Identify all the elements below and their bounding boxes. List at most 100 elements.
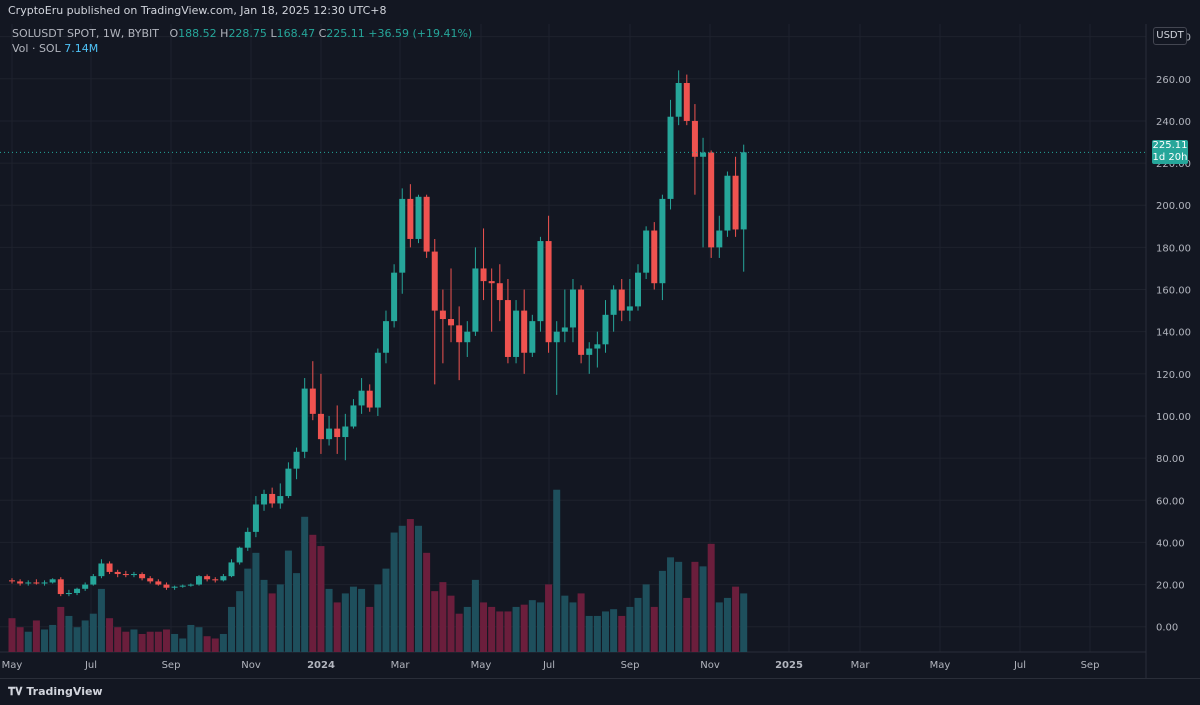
volume-bar	[49, 624, 57, 652]
volume-bar	[569, 602, 577, 652]
candle-body	[98, 563, 105, 577]
volume-bar	[650, 606, 658, 652]
volume-bar	[707, 543, 715, 652]
candle-body	[114, 571, 121, 575]
volume-bar	[390, 532, 398, 652]
chart-grid	[0, 24, 1147, 678]
candle-body	[285, 468, 292, 497]
candle-body	[74, 588, 81, 593]
volume-bar	[276, 584, 284, 652]
candle-body	[708, 152, 715, 248]
volume-bar	[715, 602, 723, 652]
volume-bar	[577, 593, 585, 652]
volume-bar	[740, 593, 748, 652]
volume-bar	[146, 631, 154, 652]
last-price-value: 225.11	[1152, 140, 1188, 152]
low-value: 168.47	[276, 27, 316, 40]
volume-bar	[24, 631, 32, 652]
candle-body	[317, 413, 324, 440]
tradingview-brand[interactable]: 𝐓𝐕 TradingView	[8, 685, 103, 699]
candle-body	[106, 563, 113, 572]
volume-bar	[252, 552, 260, 652]
volume-bar	[374, 584, 382, 652]
publish-info: CryptoEru published on TradingView.com, …	[8, 4, 387, 17]
candle-body	[635, 272, 642, 307]
candle-body	[659, 198, 666, 284]
candle-body	[309, 388, 316, 414]
price-tick-label: 120.00	[1156, 370, 1191, 381]
candle-body	[204, 576, 211, 580]
candle-body	[740, 152, 747, 230]
open-value: 188.52	[178, 27, 217, 40]
volume-bar	[195, 627, 203, 652]
volume-bar	[293, 573, 301, 652]
price-tick-label: 220.00	[1156, 159, 1191, 170]
candle-body	[374, 352, 381, 408]
volume-label[interactable]: Vol · SOL	[12, 42, 61, 55]
time-tick-label: Jul	[84, 660, 97, 671]
candle-body	[130, 574, 137, 576]
price-tick-label: 200.00	[1156, 201, 1191, 212]
volume-bar	[260, 579, 268, 652]
symbol-label[interactable]: SOLUSDT SPOT, 1W, BYBIT	[12, 27, 159, 40]
volume-bar	[154, 631, 162, 652]
candle-body	[65, 592, 72, 595]
volume-bar	[89, 613, 97, 652]
volume-bar	[366, 606, 374, 652]
volume-bar	[114, 627, 122, 652]
price-axis: 280.00260.00240.00220.00200.00180.00160.…	[1156, 33, 1191, 634]
candle-body	[423, 196, 430, 252]
candle-body	[537, 241, 544, 322]
volume-bar	[284, 550, 292, 652]
price-tick-label: 40.00	[1156, 538, 1185, 549]
volume-bar	[610, 609, 618, 652]
volume-bar	[268, 593, 276, 652]
volume-bar	[16, 627, 24, 652]
volume-bar	[349, 586, 357, 652]
candles	[9, 70, 747, 597]
currency-button[interactable]: USDT	[1153, 27, 1187, 45]
candle-body	[301, 388, 308, 452]
volume-bar	[236, 591, 244, 652]
volume-bar	[97, 588, 105, 652]
volume-bar	[439, 582, 447, 652]
last-price-tag: 225.11 1d 20h	[1152, 140, 1188, 165]
volume-bar	[699, 566, 707, 652]
candle-body	[244, 531, 251, 548]
candle-body	[9, 580, 15, 582]
candle-body	[431, 251, 438, 311]
candle-body	[561, 327, 568, 332]
volume-bar	[536, 602, 544, 652]
price-tick-label: 0.00	[1156, 623, 1178, 634]
volume-bar	[73, 627, 81, 652]
ohlc-row: SOLUSDT SPOT, 1W, BYBIT O188.52 H228.75 …	[12, 26, 472, 41]
candle-body	[415, 196, 422, 239]
candle-body	[382, 321, 389, 353]
volume-legend-row: Vol · SOL 7.14M	[12, 41, 472, 56]
volume-bar	[463, 606, 471, 652]
candle-body	[407, 198, 414, 239]
footer-bar: 𝐓𝐕 TradingView	[0, 678, 1200, 705]
volume-bar	[593, 615, 601, 652]
candle-body	[350, 405, 357, 427]
price-tick-label: 260.00	[1156, 75, 1191, 86]
volume-bar	[585, 615, 593, 652]
candle-body	[643, 230, 650, 273]
candle-body	[342, 426, 349, 438]
time-tick-label: May	[930, 660, 951, 671]
candle-body	[252, 504, 259, 532]
time-tick-label: May	[2, 660, 23, 671]
volume-bar	[496, 611, 504, 652]
volume-bar	[228, 606, 236, 652]
candle-body	[464, 331, 471, 343]
time-tick-label: Mar	[851, 660, 871, 671]
volume-bar	[203, 636, 211, 652]
volume-bar	[57, 606, 65, 652]
time-tick-label: Nov	[241, 660, 261, 671]
candle-body	[261, 493, 268, 505]
candle-body	[33, 582, 40, 584]
high-label: H	[220, 27, 229, 40]
brand-label: TradingView	[26, 685, 103, 698]
volume-bar	[341, 593, 349, 652]
